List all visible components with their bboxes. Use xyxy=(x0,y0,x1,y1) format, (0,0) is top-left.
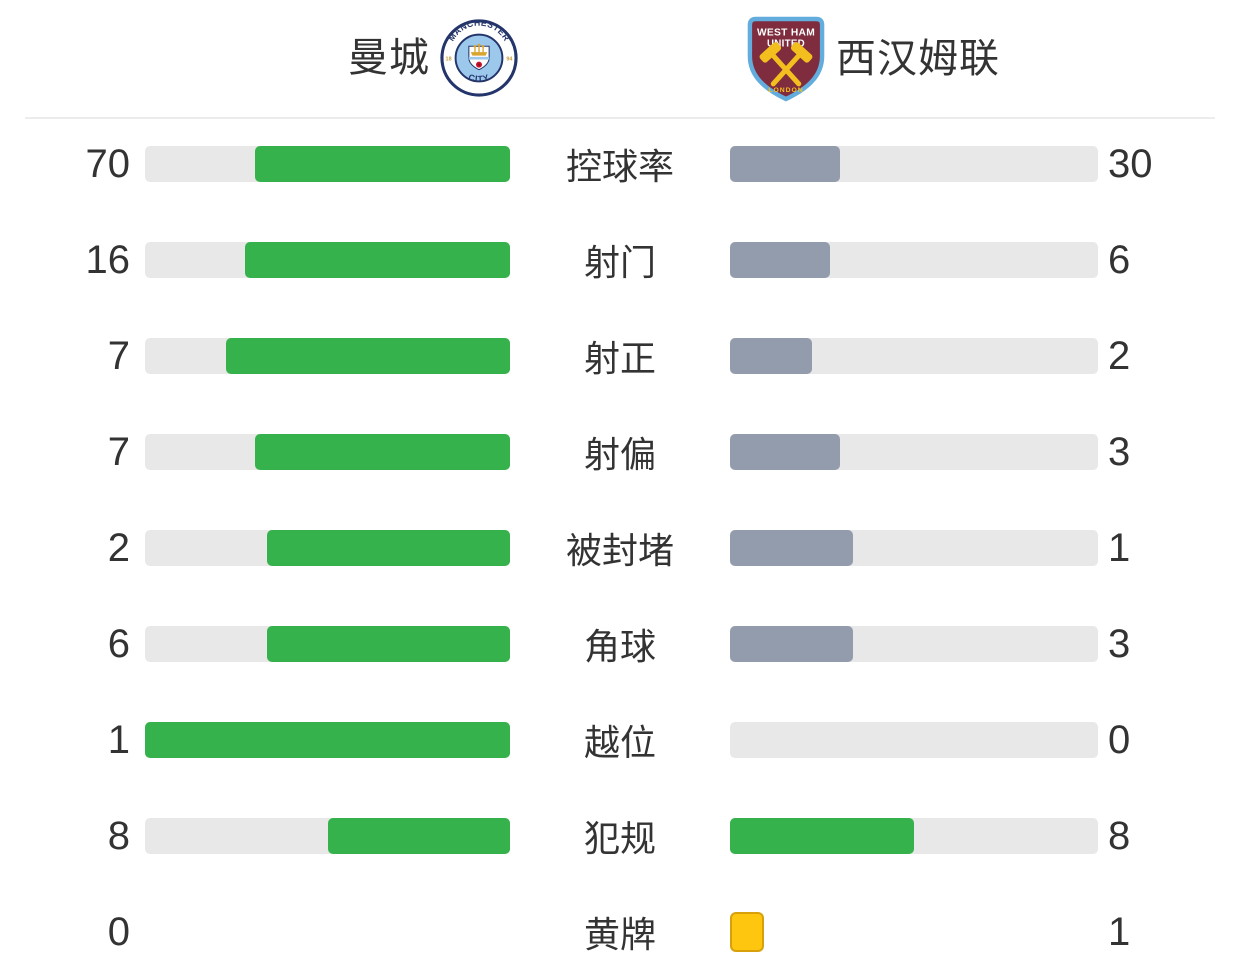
header-divider xyxy=(25,117,1215,119)
stat-row: 6 角球 3 xyxy=(0,596,1240,692)
home-value: 16 xyxy=(85,238,131,282)
home-bar-fill xyxy=(327,818,510,854)
stat-label: 射偏 xyxy=(583,434,656,475)
away-bar-cell xyxy=(730,626,1098,662)
stat-label: 黄牌 xyxy=(583,914,656,955)
home-value: 70 xyxy=(85,142,131,186)
team-away-name: 西汉姆联 xyxy=(836,37,1000,81)
away-bar-cell xyxy=(730,146,1098,182)
home-bar-cell xyxy=(145,626,510,662)
wh-crest-shield xyxy=(747,16,825,102)
away-bar-cell xyxy=(730,242,1098,278)
stat-row: 7 射偏 3 xyxy=(0,404,1240,500)
home-bar-fill xyxy=(254,146,510,182)
home-bar-cell xyxy=(145,338,510,374)
away-value: 1 xyxy=(1108,910,1131,954)
away-value: 30 xyxy=(1108,142,1153,186)
home-bar-cell xyxy=(145,146,510,182)
manchester-city-crest: MANCHESTER CITY 18 94 xyxy=(440,19,518,97)
wh-crest-hammers xyxy=(759,42,813,87)
away-bar-cell xyxy=(730,722,1098,758)
home-bar-cell xyxy=(145,242,510,278)
mc-crest-bottom-text: CITY xyxy=(467,72,490,84)
stat-row: 0 黄牌 1 xyxy=(0,884,1240,967)
stat-row: 16 射门 6 xyxy=(0,212,1240,308)
home-bar-fill xyxy=(266,530,510,566)
home-value: 2 xyxy=(107,526,130,570)
away-value: 0 xyxy=(1108,718,1131,762)
home-bar-fill xyxy=(145,722,510,758)
stat-label: 控球率 xyxy=(565,146,674,187)
away-bar-cell xyxy=(730,530,1098,566)
away-bar-fill xyxy=(730,338,812,374)
away-value: 3 xyxy=(1108,622,1131,666)
away-bar-fill xyxy=(730,434,841,470)
home-value: 1 xyxy=(107,718,130,762)
away-bar-cell xyxy=(730,338,1098,374)
away-bar-fill xyxy=(730,626,853,662)
away-bar-cell xyxy=(730,912,1098,952)
away-value: 2 xyxy=(1108,334,1131,378)
team-home: 曼城 MANCHESTER CITY 18 94 xyxy=(348,18,518,98)
home-bar-fill xyxy=(254,434,510,470)
home-value: 8 xyxy=(107,814,130,858)
home-bar-fill xyxy=(266,626,510,662)
home-value: 6 xyxy=(107,622,130,666)
mc-crest-year-right: 94 xyxy=(506,56,512,62)
yellow-card-icon xyxy=(730,912,764,952)
home-bar-cell xyxy=(145,722,510,758)
stat-label: 越位 xyxy=(583,722,656,763)
home-bar-cell xyxy=(145,434,510,470)
wh-crest-line1: WEST HAM xyxy=(757,28,815,39)
away-bar-fill xyxy=(730,242,831,278)
home-value: 7 xyxy=(107,430,130,474)
stat-label: 犯规 xyxy=(583,818,656,859)
stat-label: 射门 xyxy=(583,242,656,283)
home-bar-fill xyxy=(244,242,510,278)
away-bar-cell xyxy=(730,434,1098,470)
stat-row: 7 射正 2 xyxy=(0,308,1240,404)
away-bar-track xyxy=(730,722,1098,758)
stats-rows: 70 控球率 30 16 射门 6 7 射正 xyxy=(0,116,1240,967)
stat-label: 角球 xyxy=(583,626,656,667)
away-bar-fill xyxy=(730,146,841,182)
home-value: 7 xyxy=(107,334,130,378)
away-value: 8 xyxy=(1108,814,1131,858)
wh-crest-bottom-text: LONDON xyxy=(768,87,803,94)
home-bar-cell xyxy=(145,530,510,566)
away-value: 1 xyxy=(1108,526,1131,570)
home-value: 0 xyxy=(107,910,130,954)
team-home-name: 曼城 xyxy=(348,36,430,80)
away-value: 3 xyxy=(1108,430,1131,474)
away-bar-fill xyxy=(730,818,914,854)
stat-row: 2 被封堵 1 xyxy=(0,500,1240,596)
stat-row: 8 犯规 8 xyxy=(0,788,1240,884)
mc-crest-year-left: 18 xyxy=(446,56,452,62)
stat-label: 被封堵 xyxy=(565,530,674,571)
team-away: WEST HAM UNITED LONDON 西汉姆联 xyxy=(746,16,1000,102)
home-bar-cell xyxy=(145,818,510,854)
wh-crest-line2: UNITED xyxy=(767,38,805,49)
away-bar-cell xyxy=(730,818,1098,854)
stat-row: 70 控球率 30 xyxy=(0,116,1240,212)
stat-row: 1 越位 0 xyxy=(0,692,1240,788)
stat-label: 射正 xyxy=(583,338,656,379)
home-bar-cell xyxy=(145,914,510,950)
away-value: 6 xyxy=(1108,238,1131,282)
west-ham-crest: WEST HAM UNITED LONDON xyxy=(747,16,825,102)
mc-crest-ship xyxy=(470,52,488,56)
svg-text:CITY: CITY xyxy=(467,72,490,84)
away-bar-fill xyxy=(730,530,853,566)
match-stats-header: 曼城 MANCHESTER CITY 18 94 xyxy=(0,0,1240,117)
home-bar-fill xyxy=(226,338,510,374)
